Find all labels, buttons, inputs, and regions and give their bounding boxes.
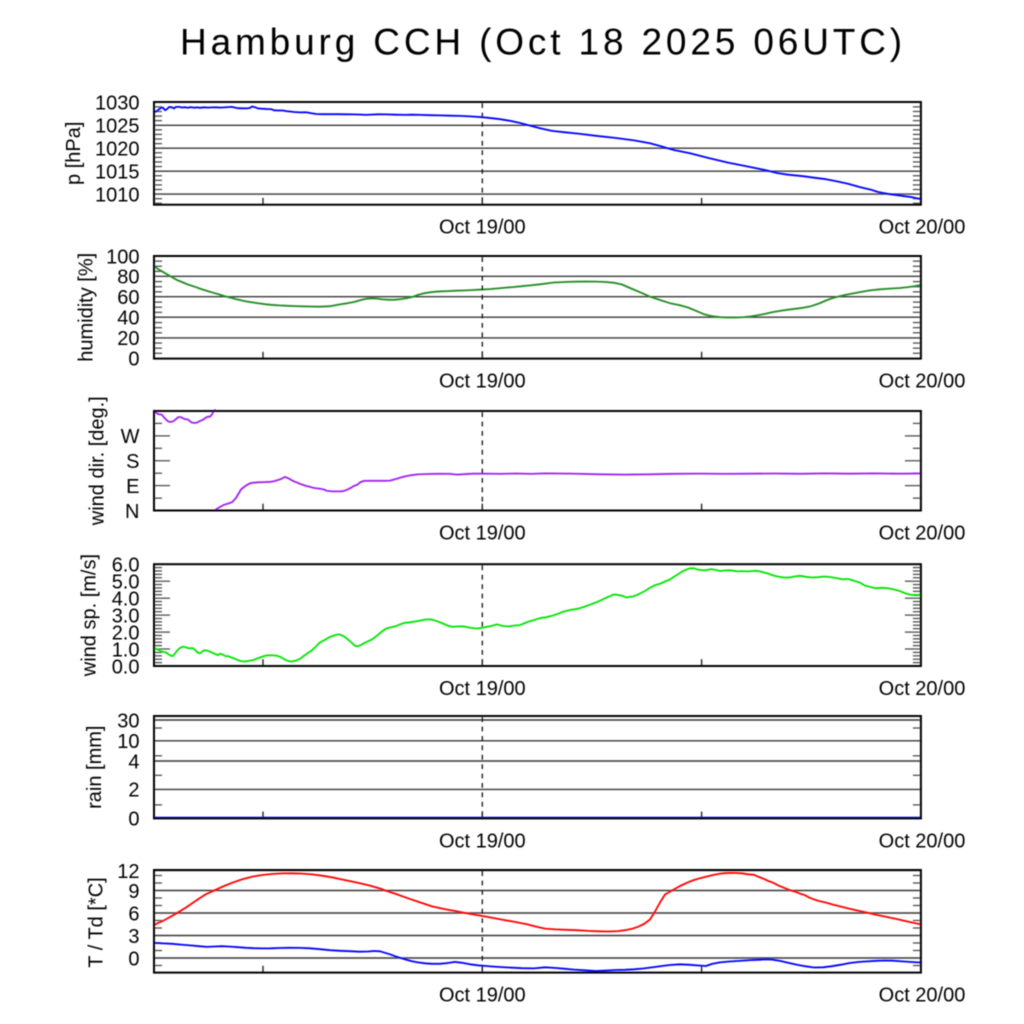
- svg-text:Oct 20/00: Oct 20/00: [879, 217, 966, 239]
- svg-text:2: 2: [128, 780, 139, 802]
- svg-text:6: 6: [128, 903, 139, 925]
- svg-text:T / Td [*C]: T / Td [*C]: [86, 877, 108, 967]
- svg-text:80: 80: [117, 267, 139, 289]
- svg-text:100: 100: [106, 246, 139, 268]
- svg-text:4: 4: [128, 751, 139, 773]
- svg-text:wind dir. [deg.]: wind dir. [deg.]: [87, 396, 109, 526]
- svg-text:1030: 1030: [95, 93, 140, 115]
- svg-text:0.0: 0.0: [112, 656, 140, 678]
- svg-text:Oct 20/00: Oct 20/00: [879, 371, 966, 393]
- svg-text:Oct 19/00: Oct 19/00: [439, 522, 526, 544]
- svg-text:Oct 19/00: Oct 19/00: [439, 217, 526, 239]
- svg-text:3.0: 3.0: [112, 605, 140, 627]
- svg-text:S: S: [126, 451, 139, 473]
- svg-text:20: 20: [117, 328, 139, 350]
- svg-text:Oct 20/00: Oct 20/00: [879, 830, 966, 852]
- svg-text:rain [mm]: rain [mm]: [84, 726, 106, 809]
- svg-text:3: 3: [128, 926, 139, 948]
- svg-text:Oct 20/00: Oct 20/00: [879, 678, 966, 700]
- svg-text:Oct 20/00: Oct 20/00: [879, 522, 966, 544]
- svg-text:12: 12: [117, 861, 139, 883]
- svg-text:4.0: 4.0: [112, 589, 140, 611]
- svg-text:Oct 19/00: Oct 19/00: [439, 371, 526, 393]
- svg-text:Hamburg CCH (Oct 18 2025 06UTC: Hamburg CCH (Oct 18 2025 06UTC): [180, 22, 906, 63]
- svg-text:10: 10: [117, 731, 139, 753]
- svg-text:humidity [%]: humidity [%]: [76, 253, 98, 362]
- svg-text:Oct 19/00: Oct 19/00: [439, 830, 526, 852]
- svg-text:6.0: 6.0: [112, 555, 140, 577]
- svg-text:Oct 20/00: Oct 20/00: [879, 985, 966, 1007]
- svg-text:1010: 1010: [95, 184, 140, 206]
- svg-text:1020: 1020: [95, 139, 140, 161]
- svg-text:9: 9: [128, 881, 139, 903]
- svg-text:60: 60: [117, 287, 139, 309]
- svg-text:p [hPa]: p [hPa]: [63, 122, 85, 185]
- svg-text:1015: 1015: [95, 162, 140, 184]
- svg-text:W: W: [121, 426, 140, 448]
- svg-text:0: 0: [128, 948, 139, 970]
- svg-text:Oct 19/00: Oct 19/00: [439, 678, 526, 700]
- svg-text:0: 0: [128, 809, 139, 831]
- svg-text:E: E: [126, 476, 139, 498]
- svg-text:1025: 1025: [95, 116, 140, 138]
- svg-text:0: 0: [128, 349, 139, 371]
- svg-text:40: 40: [117, 308, 139, 330]
- svg-text:N: N: [125, 501, 139, 523]
- svg-text:30: 30: [117, 710, 139, 732]
- svg-text:Oct 19/00: Oct 19/00: [439, 985, 526, 1007]
- svg-text:1.0: 1.0: [112, 639, 140, 661]
- svg-text:wind sp. [m/s]: wind sp. [m/s]: [79, 554, 101, 677]
- svg-text:5.0: 5.0: [112, 572, 140, 594]
- svg-text:2.0: 2.0: [112, 622, 140, 644]
